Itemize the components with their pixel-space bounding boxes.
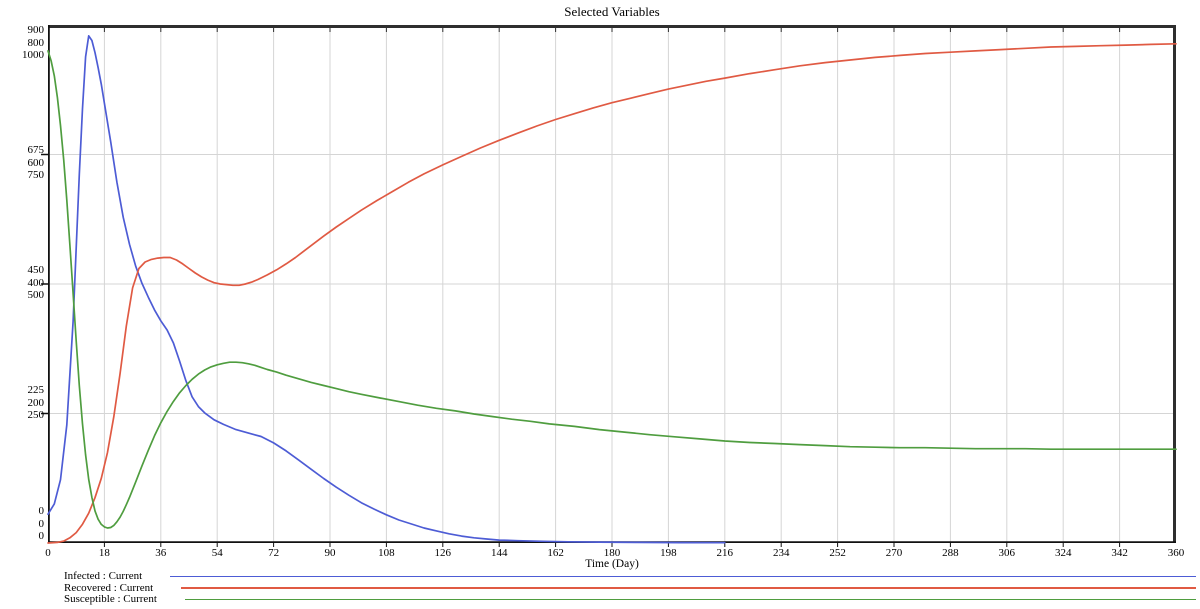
- legend-row-recovered: Recovered : Current: [0, 582, 1200, 593]
- y-axis-label: 1000: [22, 49, 44, 61]
- y-axis-label: 675: [27, 144, 45, 156]
- y-axis-label: 200: [27, 396, 45, 409]
- x-axis-label: 54: [211, 547, 223, 559]
- y-axis-label: 800: [27, 36, 45, 49]
- y-axis-label: 500: [27, 289, 45, 301]
- x-axis-label: 90: [324, 547, 336, 559]
- x-axis-label: 162: [547, 547, 564, 559]
- x-axis-label: 288: [942, 547, 959, 559]
- x-axis-label: 198: [660, 547, 677, 559]
- legend-label-infected: Infected : Current: [64, 570, 143, 583]
- recovered-line: [47, 42, 1177, 544]
- x-axis-label: 108: [378, 547, 395, 559]
- x-axis-label: 234: [772, 547, 790, 559]
- susceptible-line: [47, 50, 1177, 529]
- y-axis-label: 600: [27, 156, 45, 169]
- y-axis-label: 0: [38, 530, 45, 542]
- y-axis-label: 400: [27, 276, 45, 289]
- x-axis-label: 180: [603, 547, 621, 559]
- x-axis-label: 324: [1054, 547, 1072, 559]
- x-axis-label: 36: [155, 547, 167, 559]
- x-axis-label: 72: [268, 547, 280, 559]
- x-axis-label: 18: [98, 547, 110, 559]
- x-axis-label: 0: [45, 547, 51, 559]
- x-axis-label: 216: [716, 547, 734, 559]
- x-axis-label: 144: [490, 547, 508, 559]
- x-axis-label: 126: [434, 547, 452, 559]
- legend-line-infected: [170, 575, 1196, 578]
- x-axis-title: Time (Day): [585, 558, 639, 570]
- y-axis-label: 900: [27, 24, 45, 36]
- y-axis-label: 0: [38, 517, 45, 530]
- legend-row-infected: Infected : Current: [0, 571, 1200, 582]
- chart-title: Selected Variables: [564, 4, 660, 19]
- infected-line: [47, 35, 726, 544]
- legend-label-recovered: Recovered : Current: [64, 581, 154, 594]
- y-axis-label: 225: [27, 384, 45, 396]
- legend-label-susceptible: Susceptible : Current: [64, 592, 157, 605]
- legend-line-susceptible: [184, 598, 1196, 601]
- y-axis-label: 750: [27, 169, 45, 181]
- x-axis-label: 306: [998, 547, 1016, 559]
- y-axis-label: 250: [27, 409, 45, 421]
- y-axis-label: 0: [38, 505, 45, 517]
- y-axis-label: 450: [27, 264, 45, 276]
- x-axis-label: 252: [829, 547, 846, 559]
- legend: Infected : Current Recovered : Current S…: [0, 571, 1200, 605]
- legend-row-susceptible: Susceptible : Current: [0, 592, 1200, 605]
- x-axis-label: 342: [1111, 547, 1128, 559]
- x-axis-label: 270: [885, 547, 903, 559]
- legend-line-recovered: [181, 587, 1196, 589]
- x-axis-label: 360: [1167, 547, 1185, 559]
